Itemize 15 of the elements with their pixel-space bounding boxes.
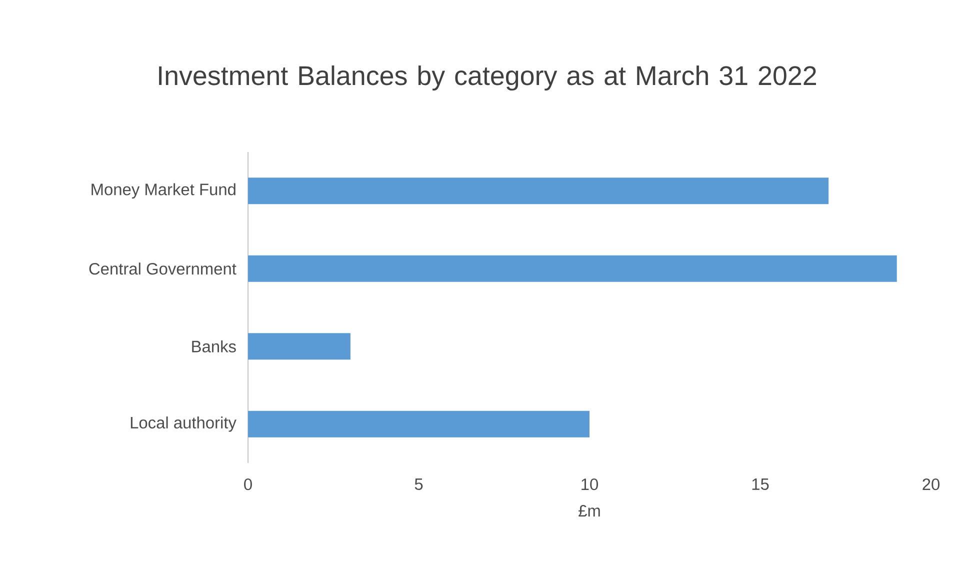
y-tick-label: Banks bbox=[192, 340, 236, 352]
x-tick-label: 5 bbox=[414, 478, 423, 490]
bar bbox=[248, 333, 350, 360]
bar bbox=[248, 410, 590, 438]
bar bbox=[248, 255, 897, 282]
y-tick-label: Money Market Fund bbox=[92, 183, 236, 199]
x-axis-title: £m bbox=[578, 504, 600, 516]
x-tick-label: 10 bbox=[582, 478, 598, 490]
x-tick-label: 0 bbox=[244, 478, 252, 490]
y-tick-label: Central Government bbox=[89, 262, 236, 275]
chart-title: Investment Balances by category as at March 31 2022 bbox=[159, 65, 816, 91]
x-tick-label: 15 bbox=[752, 478, 769, 490]
bar bbox=[248, 178, 829, 204]
y-tick-label: Local authority bbox=[130, 416, 236, 432]
x-tick-label: 20 bbox=[922, 478, 940, 490]
